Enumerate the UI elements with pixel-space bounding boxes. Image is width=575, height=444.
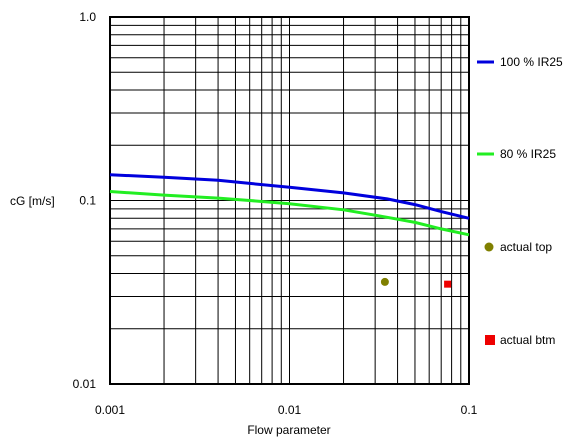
x-axis-label: Flow parameter bbox=[247, 423, 330, 437]
y-tick-label: 0.1 bbox=[79, 194, 96, 208]
y-axis-label: cG [m/s] bbox=[10, 194, 55, 208]
legend-label: 100 % IR25 bbox=[500, 55, 563, 69]
x-tick-label: 0.01 bbox=[278, 403, 302, 417]
x-tick-label: 0.1 bbox=[461, 403, 478, 417]
legend-swatch bbox=[485, 335, 495, 345]
data-point bbox=[380, 277, 389, 286]
series-layer bbox=[109, 173, 470, 288]
legend-label: 80 % IR25 bbox=[500, 147, 556, 161]
data-point bbox=[444, 280, 452, 288]
series-line bbox=[109, 173, 470, 220]
grid bbox=[110, 17, 469, 384]
y-tick-label: 0.01 bbox=[73, 377, 97, 391]
legend-label: actual btm bbox=[500, 333, 555, 347]
y-tick-label: 1.0 bbox=[79, 10, 96, 24]
tick-labels: 0.001 0.01 0.1 0.01 0.1 1.0 bbox=[73, 10, 478, 417]
x-tick-label: 0.001 bbox=[95, 403, 125, 417]
series-line bbox=[109, 190, 470, 237]
legend-swatch bbox=[484, 242, 494, 252]
legend-label: actual top bbox=[500, 240, 552, 254]
legend: 100 % IR25 80 % IR25 actual top actual btm bbox=[477, 55, 563, 347]
plot-frame bbox=[109, 16, 470, 385]
